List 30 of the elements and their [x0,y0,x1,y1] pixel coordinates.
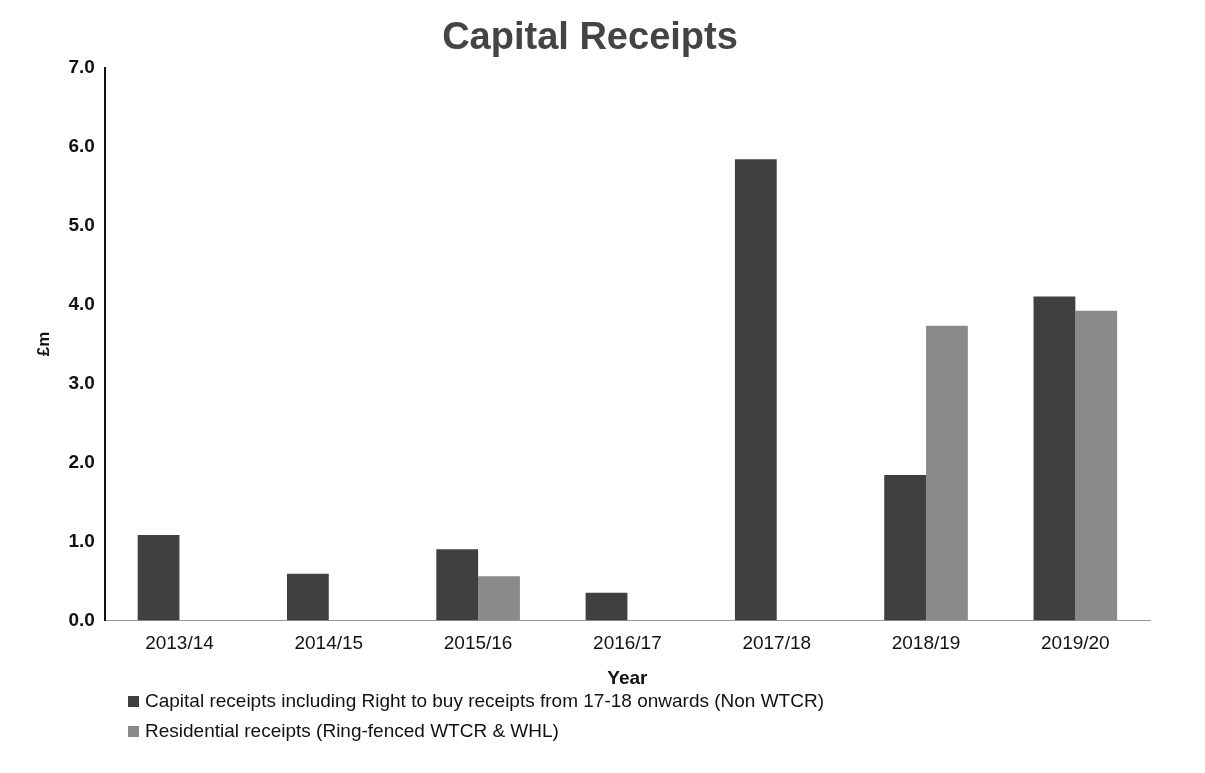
y-tick-label: 0.0 [68,608,95,630]
bar [926,325,968,621]
x-tick-label: 2017/18 [742,632,812,654]
y-tick-label: 3.0 [68,371,95,393]
legend-label: Residential receipts (Ring-fenced WTCR & WHL) [145,720,559,742]
bar [436,549,479,621]
x-tick-label: 2015/16 [443,632,513,654]
bar [734,159,777,621]
x-tick-label: 2013/14 [145,632,215,654]
bar [1033,296,1076,621]
y-tick-label: 5.0 [68,213,95,235]
y-axis-title: £m [33,331,53,357]
legend-label: Capital receipts including Right to buy receipts from 17-18 onwards (Non WTCR) [145,690,824,712]
x-axis-title: Year [607,666,649,688]
x-tick-label: 2018/19 [891,632,961,654]
chart-title: Capital Receipts [442,15,738,58]
bar [884,475,927,621]
y-tick-label: 6.0 [68,134,95,156]
y-tick-label: 7.0 [68,55,95,77]
x-tick-label: 2019/20 [1041,632,1110,654]
y-tick-label: 4.0 [68,292,95,314]
bar [478,576,520,621]
bar [1075,310,1118,621]
bar [137,535,180,621]
x-tick-label: 2016/17 [593,632,662,654]
bar [585,592,628,621]
y-tick-label: 1.0 [68,529,95,551]
x-tick-label: 2014/15 [294,632,364,654]
bar [286,573,329,621]
y-tick-label: 2.0 [68,450,95,472]
